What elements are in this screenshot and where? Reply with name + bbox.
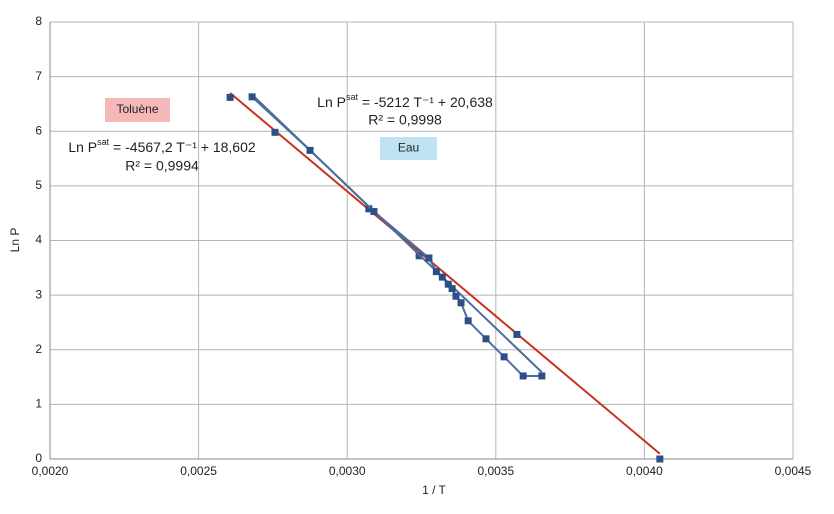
equation-part: 20,638 bbox=[450, 94, 493, 110]
data-point bbox=[500, 353, 508, 361]
y-tick-label: 1 bbox=[35, 397, 42, 411]
equation-part: 18,602 bbox=[213, 139, 256, 155]
x-axis-label: 1 / T bbox=[422, 483, 446, 497]
y-tick-label: 7 bbox=[35, 69, 42, 83]
trend-equation: Ln Psat = -4567,2 T⁻¹ + 18,602 bbox=[68, 137, 256, 154]
data-point bbox=[271, 128, 279, 136]
y-axis-label: Ln P bbox=[8, 228, 22, 253]
x-tick-label: 0,0025 bbox=[180, 464, 217, 478]
equation-part: -5212 bbox=[374, 94, 410, 110]
data-point bbox=[448, 285, 456, 293]
y-tick-label: 3 bbox=[35, 287, 42, 301]
equation-part: T⁻¹ + bbox=[173, 139, 213, 155]
data-point bbox=[457, 299, 465, 307]
equation-part: Ln P bbox=[317, 94, 346, 110]
legend-label: Eau bbox=[398, 141, 419, 155]
data-point bbox=[464, 317, 472, 325]
x-tick-label: 0,0020 bbox=[32, 464, 69, 478]
trend-line bbox=[229, 92, 661, 455]
equation-part: -4567,2 bbox=[125, 139, 173, 155]
equation-part: sat bbox=[346, 92, 359, 102]
legend-box bbox=[105, 98, 170, 122]
data-point bbox=[306, 146, 314, 154]
y-tick-label: 2 bbox=[35, 342, 42, 356]
y-tick-label: 5 bbox=[35, 178, 42, 192]
data-point bbox=[513, 330, 521, 338]
data-point bbox=[452, 292, 460, 300]
data-point bbox=[538, 372, 546, 380]
x-tick-label: 0,0035 bbox=[477, 464, 514, 478]
equation-part: Ln P bbox=[68, 139, 97, 155]
data-point bbox=[519, 372, 527, 380]
trend-equation: Ln Psat = -5212 T⁻¹ + 20,638 bbox=[317, 92, 493, 109]
equation-part: = bbox=[109, 139, 125, 155]
y-tick-label: 6 bbox=[35, 123, 42, 137]
r-squared: R² = 0,9998 bbox=[368, 112, 442, 128]
y-tick-label: 4 bbox=[35, 233, 42, 247]
x-tick-label: 0,0045 bbox=[775, 464, 812, 478]
legend-label: Toluène bbox=[116, 102, 158, 116]
equation-part: = bbox=[358, 94, 374, 110]
x-tick-label: 0,0040 bbox=[626, 464, 663, 478]
data-point bbox=[656, 455, 664, 463]
data-point bbox=[482, 335, 490, 343]
data-point bbox=[432, 268, 440, 276]
r-squared: R² = 0,9994 bbox=[125, 158, 199, 174]
data-point bbox=[438, 273, 446, 281]
data-point bbox=[365, 205, 373, 213]
y-tick-label: 8 bbox=[35, 14, 42, 28]
y-tick-label: 0 bbox=[35, 451, 42, 465]
x-tick-label: 0,0030 bbox=[329, 464, 366, 478]
data-point bbox=[248, 93, 256, 101]
equation-part: sat bbox=[97, 137, 110, 147]
data-point bbox=[226, 93, 234, 101]
legend-box bbox=[380, 137, 437, 160]
data-point bbox=[370, 208, 378, 216]
data-point bbox=[444, 280, 452, 288]
data-point bbox=[425, 254, 433, 262]
equation-part: T⁻¹ + bbox=[410, 94, 450, 110]
